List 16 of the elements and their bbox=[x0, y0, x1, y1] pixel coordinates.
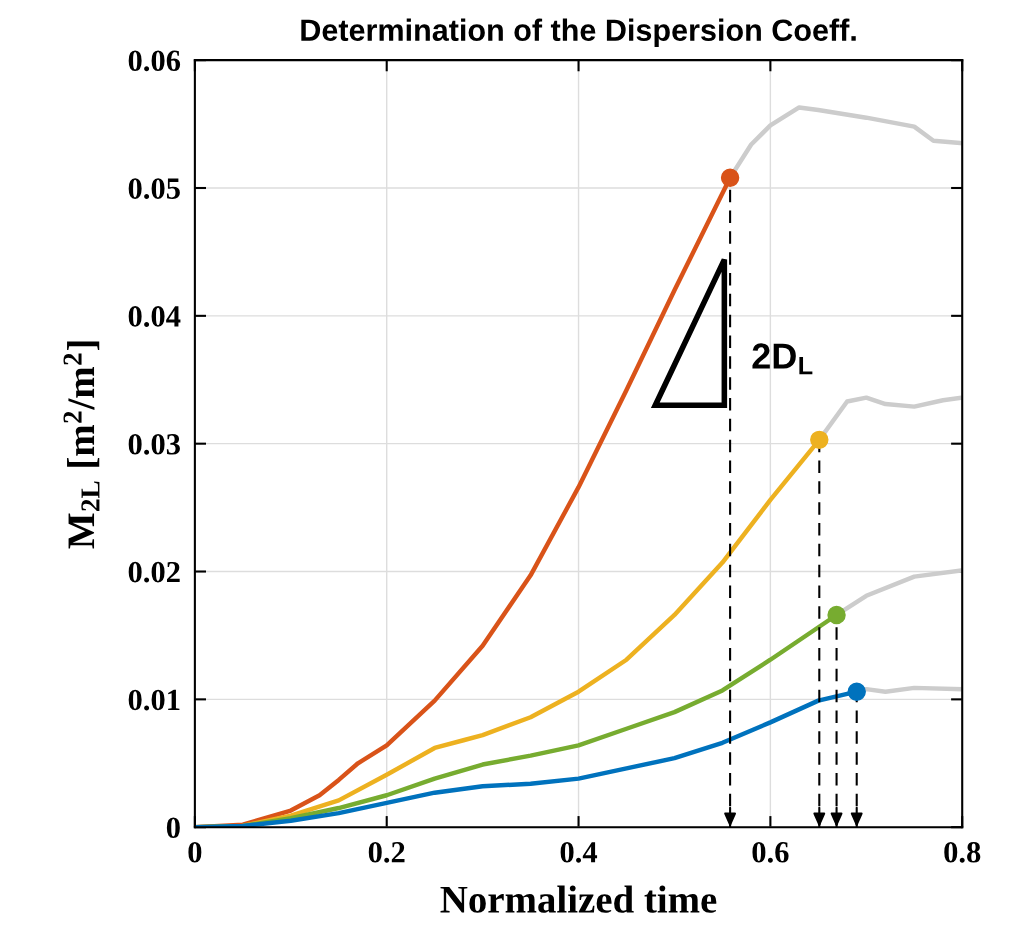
y-tick-label: 0.06 bbox=[128, 50, 181, 72]
x-tick-label: 0.2 bbox=[368, 841, 405, 863]
x-tick-label: 0.6 bbox=[752, 841, 789, 863]
y-tick-label: 0.02 bbox=[128, 561, 180, 583]
y-tick-label: 0.04 bbox=[128, 306, 181, 327]
y-axis-title: M$_{2L}$ [m$^{2}$/m$^{2}$] bbox=[63, 341, 100, 549]
y-tick-label: 0.03 bbox=[128, 433, 180, 455]
y-tick-label: 0 bbox=[166, 817, 180, 839]
chart-title: Determination of the Dispersion Coeff. bbox=[301, 18, 856, 48]
x-tick-label: 0.8 bbox=[944, 841, 981, 863]
y-tick-label: 0.01 bbox=[128, 689, 180, 711]
x-tick-label: 0.4 bbox=[560, 841, 598, 863]
x-tick-label: 0 bbox=[188, 841, 202, 863]
annotation: 2D$_{L}$ bbox=[752, 343, 813, 375]
y-tick-label: 0.05 bbox=[128, 178, 180, 200]
x-axis-title: Normalized time bbox=[440, 885, 717, 913]
